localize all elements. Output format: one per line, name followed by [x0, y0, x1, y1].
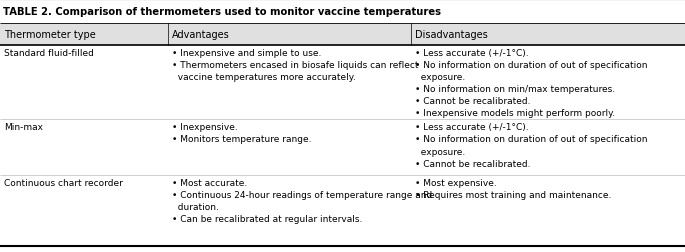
Text: Continuous chart recorder: Continuous chart recorder [4, 178, 123, 187]
Text: Standard fluid-filled: Standard fluid-filled [4, 48, 94, 57]
Text: • Inexpensive and simple to use.
• Thermometers encased in biosafe liquids can r: • Inexpensive and simple to use. • Therm… [172, 48, 419, 82]
Text: Thermometer type: Thermometer type [4, 30, 96, 40]
Text: Disadvantages: Disadvantages [415, 30, 488, 40]
Text: Advantages: Advantages [172, 30, 229, 40]
Bar [0, 24, 685, 45]
Text: • Most expensive.
• Requires most training and maintenance.: • Most expensive. • Requires most traini… [415, 178, 612, 199]
Text: TABLE 2. Comparison of thermometers used to monitor vaccine temperatures: TABLE 2. Comparison of thermometers used… [3, 7, 440, 17]
Text: • Most accurate.
• Continuous 24-hour readings of temperature range and
  durati: • Most accurate. • Continuous 24-hour re… [172, 178, 432, 224]
Text: • Less accurate (+/-1°C).
• No information on duration of out of specification
 : • Less accurate (+/-1°C). • No informati… [415, 123, 647, 168]
Text: • Less accurate (+/-1°C).
• No information on duration of out of specification
 : • Less accurate (+/-1°C). • No informati… [415, 48, 647, 118]
Text: Min-max: Min-max [4, 123, 43, 132]
Text: • Inexpensive.
• Monitors temperature range.: • Inexpensive. • Monitors temperature ra… [172, 123, 312, 144]
